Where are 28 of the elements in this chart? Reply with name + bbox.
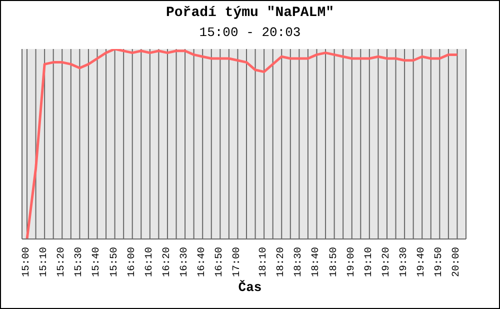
x-tick-label: 19:00 — [346, 247, 358, 278]
x-tick-label: 19:30 — [399, 247, 410, 278]
x-tick-label: 16:20 — [162, 247, 173, 278]
x-tick-label: 15:10 — [39, 247, 50, 278]
x-tick-label: 16:10 — [144, 247, 156, 278]
chart-title: Pořadí týmu "NaPALM" — [164, 5, 336, 21]
x-tick-label: 19:10 — [364, 247, 375, 278]
x-tick-label: 16:40 — [197, 247, 208, 278]
x-tick-label: 20:00 — [452, 247, 463, 278]
x-tick-label: 18:20 — [276, 247, 288, 278]
x-tick-label: 15:40 — [92, 247, 103, 278]
x-tick-label: 15:00 — [22, 247, 32, 278]
x-tick-label: 15:50 — [109, 247, 120, 278]
x-tick-label: 15:20 — [56, 247, 68, 278]
x-tick-label: 19:50 — [434, 247, 446, 278]
x-tick-label: 19:40 — [416, 247, 428, 278]
x-tick-label: 15:30 — [74, 247, 86, 278]
chart-subtitle: 15:00 - 20:03 — [198, 25, 302, 40]
x-tick-label: 17:00 — [232, 247, 244, 278]
x-tick-label: 16:00 — [126, 247, 138, 278]
x-tick-label: 16:50 — [214, 247, 226, 278]
x-tick-label: 18:10 — [258, 247, 270, 278]
x-axis-title: Čas — [237, 280, 263, 295]
x-tick-label: 18:30 — [294, 247, 305, 278]
x-tick-label: 18:40 — [311, 247, 322, 278]
x-tick-label: 19:20 — [381, 247, 392, 278]
x-tick-label: 18:50 — [328, 247, 340, 278]
x-tick-label: 16:30 — [180, 247, 191, 278]
